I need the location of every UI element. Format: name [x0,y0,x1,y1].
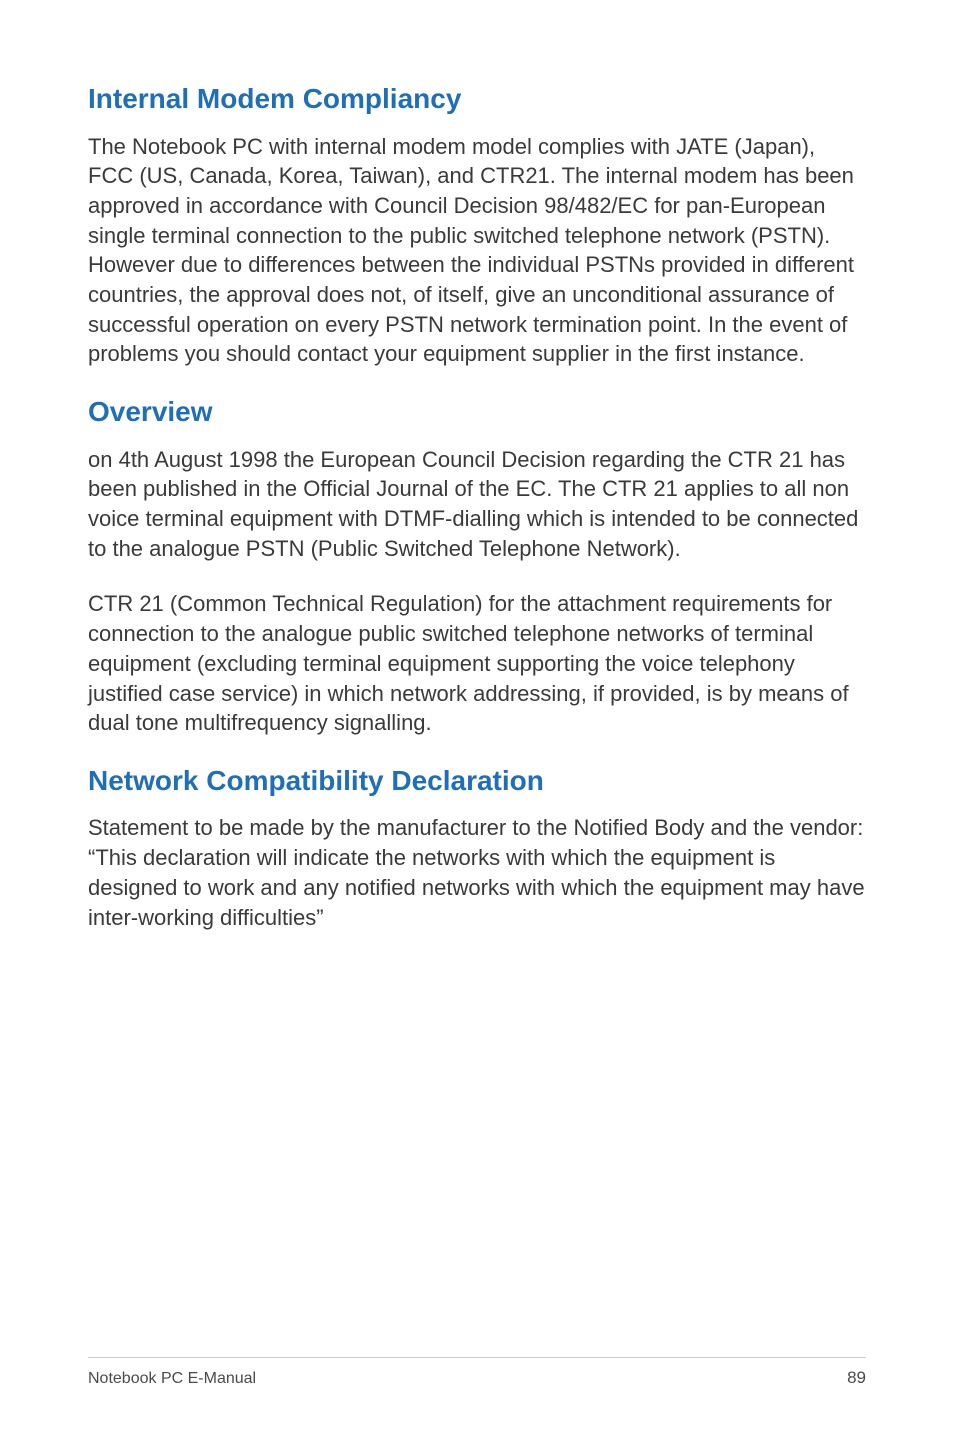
page-container: Internal Modem Compliancy The Notebook P… [0,0,954,1438]
footer-title: Notebook PC E-Manual [88,1370,256,1388]
body-network-compat: Statement to be made by the manufacturer… [88,813,866,932]
heading-internal-modem: Internal Modem Compliancy [88,82,866,116]
content-area: Internal Modem Compliancy The Notebook P… [88,82,866,1357]
heading-overview: Overview [88,395,866,429]
body-overview-p2: CTR 21 (Common Technical Regulation) for… [88,589,866,737]
body-internal-modem: The Notebook PC with internal modem mode… [88,132,866,370]
body-overview-p1: on 4th August 1998 the European Council … [88,445,866,564]
heading-network-compat: Network Compatibility Declaration [88,764,866,798]
page-footer: Notebook PC E-Manual 89 [88,1357,866,1388]
footer-page-number: 89 [847,1368,866,1388]
